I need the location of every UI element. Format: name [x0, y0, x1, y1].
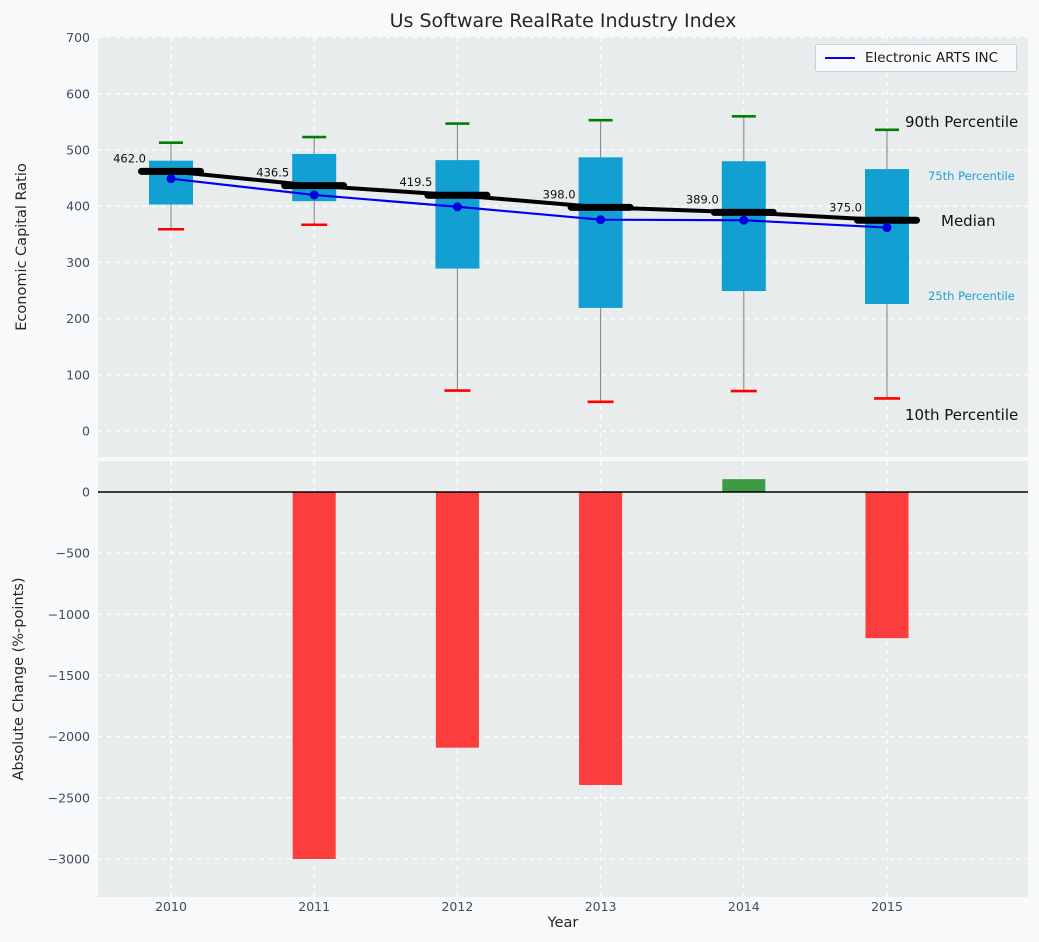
box-2012: [435, 160, 480, 269]
bar-2015: [865, 492, 909, 639]
svg-text:600: 600: [66, 86, 90, 101]
x-tick-2015: 2015: [871, 899, 903, 914]
x-tick-2013: 2013: [585, 899, 617, 914]
median-annotation-2013: 398.0: [543, 187, 576, 201]
label-75th-percentile: 75th Percentile: [928, 169, 1015, 183]
legend-line-sample: [825, 57, 855, 59]
bar-2014: [722, 479, 766, 492]
x-tick-2010: 2010: [155, 899, 187, 914]
median-bar-2013: [567, 203, 634, 211]
svg-text:200: 200: [66, 311, 90, 326]
svg-text:400: 400: [66, 199, 90, 214]
change-bars: [292, 479, 909, 859]
box-2014: [721, 161, 766, 292]
median-annotations: 462.0 436.5 419.5 398.0 389.0 375.0: [113, 151, 862, 214]
company-point-2014: [739, 215, 749, 225]
svg-text:300: 300: [66, 255, 90, 270]
top-y-tick-labels: 0 100 200 300 400 500 600 700: [66, 30, 90, 438]
x-tick-2011: 2011: [298, 899, 330, 914]
svg-text:0: 0: [82, 424, 90, 439]
company-point-2015: [882, 223, 892, 233]
svg-text:700: 700: [66, 30, 90, 45]
median-bar-2012: [424, 191, 491, 199]
company-point-2013: [596, 215, 606, 225]
chart-title: Us Software RealRate Industry Index: [389, 10, 737, 32]
svg-text:−500: −500: [56, 546, 90, 561]
svg-text:−2500: −2500: [48, 790, 90, 805]
box-2015: [865, 169, 909, 304]
bar-2013: [579, 492, 623, 785]
svg-text:−1500: −1500: [48, 668, 90, 683]
label-median: Median: [941, 212, 996, 230]
median-annotation-2011: 436.5: [256, 166, 289, 180]
svg-text:−1000: −1000: [48, 607, 90, 622]
bottom-y-axis-label: Absolute Change (%-points): [11, 577, 27, 781]
svg-text:0: 0: [82, 485, 90, 500]
bottom-y-tick-labels: 0 −500 −1000 −1500 −2000 −2500 −3000: [48, 485, 90, 867]
legend-label: Electronic ARTS INC: [865, 50, 999, 66]
bar-2012: [435, 492, 479, 748]
x-axis-label: Year: [547, 915, 579, 931]
x-tick-2014: 2014: [728, 899, 760, 914]
median-annotation-2012: 419.5: [399, 175, 432, 189]
median-bar-2010: [138, 167, 204, 175]
label-90th-percentile: 90th Percentile: [905, 113, 1019, 131]
legend: Electronic ARTS INC: [815, 44, 1017, 72]
median-bar-2014: [710, 208, 777, 216]
axes-backgrounds: [98, 37, 1028, 897]
svg-text:500: 500: [66, 143, 90, 158]
median-bar-2011: [281, 182, 348, 190]
median-bar-2015: [854, 216, 920, 224]
company-point-2012: [452, 202, 462, 212]
box-2013: [578, 157, 623, 308]
median-line: [138, 167, 920, 224]
x-tick-labels: 2010 2011 2012 2013 2014 2015: [155, 899, 903, 914]
median-annotation-2010: 462.0: [113, 151, 146, 165]
svg-text:−3000: −3000: [48, 851, 90, 866]
svg-text:−2000: −2000: [48, 729, 90, 744]
svg-text:100: 100: [66, 367, 90, 382]
bar-2011: [292, 492, 336, 859]
x-tick-2012: 2012: [441, 899, 473, 914]
company-line: [166, 174, 892, 233]
top-y-axis-label: Economic Capital Ratio: [14, 163, 30, 331]
label-10th-percentile: 10th Percentile: [905, 406, 1019, 424]
company-point-2010: [166, 174, 176, 184]
company-point-2011: [309, 190, 319, 200]
median-annotation-2015: 375.0: [829, 200, 862, 214]
label-25th-percentile: 25th Percentile: [928, 289, 1015, 303]
median-annotation-2014: 389.0: [686, 192, 719, 206]
